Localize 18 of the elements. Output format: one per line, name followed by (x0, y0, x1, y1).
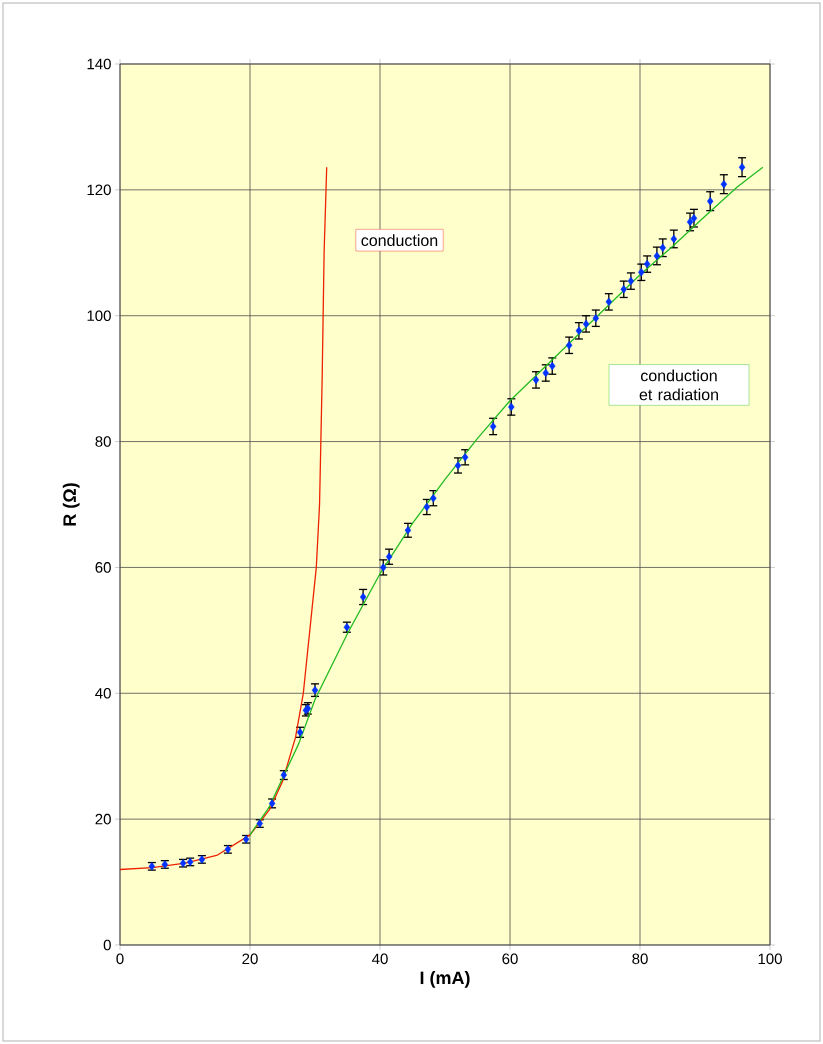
x-tick-label: 0 (116, 953, 124, 965)
y-tick-label: 80 (95, 436, 111, 447)
x-tick-label: 20 (242, 953, 258, 965)
x-axis-title: I (mA) (420, 971, 470, 988)
y-tick-label: 100 (87, 310, 111, 322)
y-tick-label: 0 (103, 939, 111, 951)
x-tick-label: 60 (502, 953, 518, 965)
y-tick-label: 40 (95, 687, 111, 699)
y-tick-label: 20 (95, 813, 111, 825)
y-tick-label: 140 (87, 58, 111, 70)
x-tick-label: 40 (372, 953, 388, 965)
text: conduction (361, 234, 438, 247)
x-tick-label: 100 (758, 953, 782, 965)
y-tick-label: 120 (87, 184, 111, 196)
y-tick-label: 60 (95, 562, 111, 573)
y-axis-title: R (Ω) (62, 483, 80, 526)
x-tick-label: 80 (632, 953, 648, 965)
text: conduction et radiation (639, 369, 718, 401)
